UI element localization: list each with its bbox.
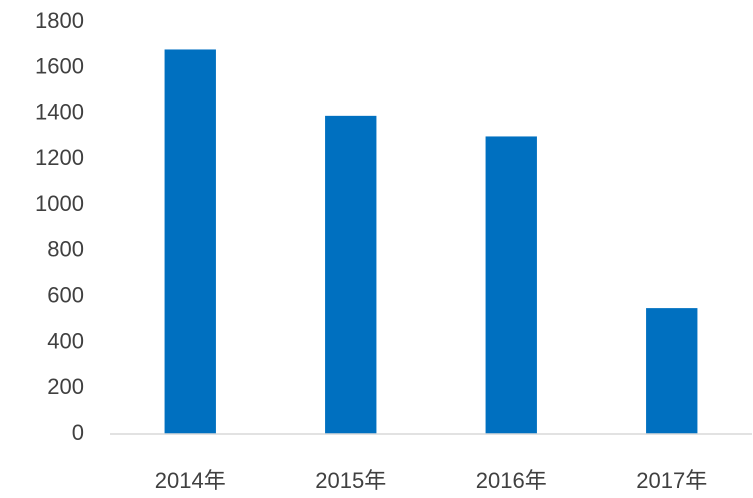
y-tick-label: 1000 xyxy=(35,191,84,216)
x-tick-label: 2014年 xyxy=(155,468,226,493)
x-tick-label: 2016年 xyxy=(476,468,547,493)
y-tick-label: 1400 xyxy=(35,99,84,124)
y-tick-label: 0 xyxy=(72,420,84,445)
bar xyxy=(164,49,216,434)
y-tick-label: 400 xyxy=(47,328,84,353)
bar xyxy=(646,308,698,434)
bar xyxy=(325,115,377,434)
y-tick-label: 1600 xyxy=(35,54,84,79)
y-tick-label: 1800 xyxy=(35,8,84,33)
y-tick-label: 200 xyxy=(47,374,84,399)
bar xyxy=(485,136,537,434)
y-tick-label: 800 xyxy=(47,237,84,262)
y-tick-label: 1200 xyxy=(35,145,84,170)
x-tick-label: 2017年 xyxy=(636,468,707,493)
y-tick-label: 600 xyxy=(47,282,84,307)
x-tick-label: 2015年 xyxy=(315,468,386,493)
